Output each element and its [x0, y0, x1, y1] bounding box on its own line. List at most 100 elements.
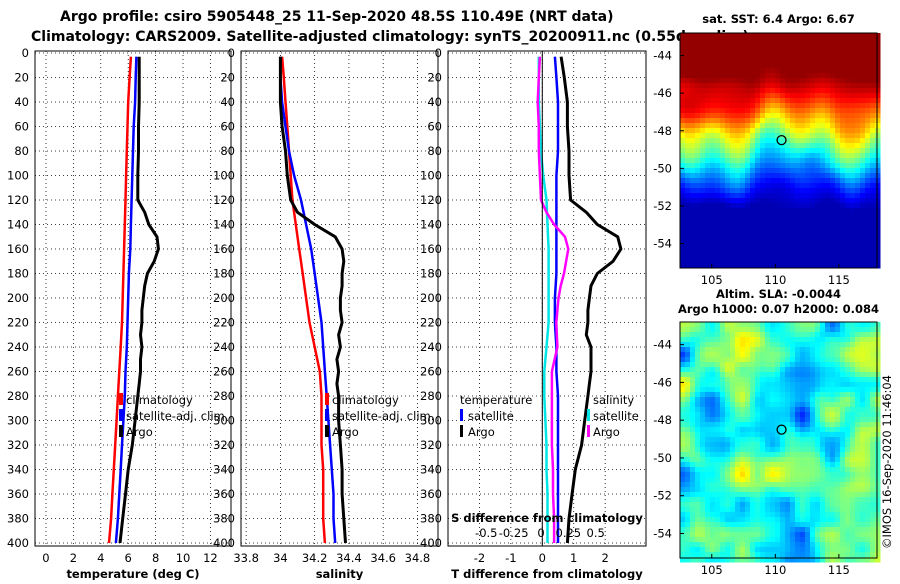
heatmap-cell — [725, 482, 731, 488]
heatmap-cell — [875, 397, 881, 403]
heatmap-cell — [850, 58, 856, 64]
heatmap-cell — [875, 467, 881, 473]
heatmap-cell — [810, 462, 816, 468]
heatmap-cell — [795, 78, 801, 84]
heatmap-cell — [730, 73, 736, 79]
heatmap-cell — [785, 327, 791, 333]
heatmap-cell — [840, 188, 846, 194]
heatmap-cell — [795, 522, 801, 528]
depth-tick-label: 260 — [7, 365, 29, 379]
heatmap-cell — [685, 178, 691, 184]
heatmap-cell — [770, 158, 776, 164]
heatmap-cell — [860, 188, 866, 194]
heatmap-cell — [705, 382, 711, 388]
heatmap-cell — [745, 547, 751, 553]
heatmap-cell — [730, 422, 736, 428]
heatmap-cell — [790, 228, 796, 234]
heatmap-cell — [745, 427, 751, 433]
heatmap-cell — [715, 168, 721, 174]
heatmap-cell — [710, 93, 716, 99]
heatmap-cell — [805, 357, 811, 363]
heatmap-cell — [695, 228, 701, 234]
heatmap-cell — [740, 502, 746, 508]
heatmap-cell — [815, 382, 821, 388]
heatmap-cell — [715, 487, 721, 493]
heatmap-cell — [750, 53, 756, 59]
heatmap-cell — [720, 447, 726, 453]
heatmap-cell — [860, 248, 866, 254]
heatmap-cell — [725, 522, 731, 528]
heatmap-cell — [695, 377, 701, 383]
heatmap-cell — [845, 168, 851, 174]
heatmap-cell — [720, 63, 726, 69]
heatmap-cell — [730, 432, 736, 438]
heatmap-cell — [845, 547, 851, 553]
heatmap-cell — [810, 522, 816, 528]
heatmap-cell — [755, 108, 761, 114]
heatmap-cell — [800, 522, 806, 528]
heatmap-cell — [810, 93, 816, 99]
heatmap-cell — [820, 517, 826, 523]
heatmap-cell — [765, 183, 771, 189]
heatmap-cell — [770, 447, 776, 453]
heatmap-cell — [755, 123, 761, 129]
heatmap-cell — [800, 128, 806, 134]
heatmap-cell — [785, 128, 791, 134]
depth-tick-label: 240 — [213, 340, 235, 354]
heatmap-cell — [685, 432, 691, 438]
heatmap-cell — [720, 203, 726, 209]
heatmap-cell — [865, 193, 871, 199]
heatmap-cell — [740, 442, 746, 448]
heatmap-cell — [865, 532, 871, 538]
heatmap-cell — [830, 487, 836, 493]
heatmap-cell — [870, 357, 876, 363]
heatmap-cell — [720, 198, 726, 204]
heatmap-cell — [875, 253, 881, 259]
heatmap-cell — [870, 412, 876, 418]
heatmap-cell — [810, 372, 816, 378]
heatmap-cell — [790, 193, 796, 199]
heatmap-cell — [840, 522, 846, 528]
heatmap-cell — [765, 392, 771, 398]
heatmap-cell — [875, 153, 881, 159]
heatmap-cell — [795, 402, 801, 408]
heatmap-cell — [685, 158, 691, 164]
heatmap-cell — [775, 407, 781, 413]
heatmap-cell — [695, 198, 701, 204]
heatmap-cell — [795, 208, 801, 214]
heatmap-cell — [760, 93, 766, 99]
heatmap-cell — [740, 148, 746, 154]
heatmap-cell — [840, 367, 846, 373]
heatmap-cell — [865, 527, 871, 533]
heatmap-cell — [790, 517, 796, 523]
heatmap-cell — [795, 492, 801, 498]
heatmap-cell — [685, 88, 691, 94]
heatmap-cell — [825, 382, 831, 388]
heatmap-cell — [775, 38, 781, 44]
heatmap-cell — [690, 228, 696, 234]
heatmap-cell — [765, 477, 771, 483]
heatmap-cell — [730, 482, 736, 488]
heatmap-cell — [825, 193, 831, 199]
heatmap-cell — [820, 128, 826, 134]
heatmap-cell — [810, 552, 816, 558]
heatmap-cell — [865, 537, 871, 543]
heatmap-cell — [795, 427, 801, 433]
heatmap-cell — [780, 43, 786, 49]
top-axis-tick-label: -0.25 — [499, 526, 529, 540]
heatmap-cell — [685, 243, 691, 249]
heatmap-cell — [865, 48, 871, 54]
heatmap-cell — [855, 78, 861, 84]
heatmap-cell — [810, 198, 816, 204]
heatmap-cell — [735, 228, 741, 234]
heatmap-cell — [725, 238, 731, 244]
heatmap-cell — [810, 193, 816, 199]
heatmap-cell — [690, 477, 696, 483]
heatmap-cell — [720, 158, 726, 164]
heatmap-cell — [825, 342, 831, 348]
heatmap-cell — [750, 457, 756, 463]
heatmap-cell — [680, 263, 686, 269]
heatmap-cell — [765, 133, 771, 139]
heatmap-cell — [820, 392, 826, 398]
heatmap-cell — [800, 357, 806, 363]
